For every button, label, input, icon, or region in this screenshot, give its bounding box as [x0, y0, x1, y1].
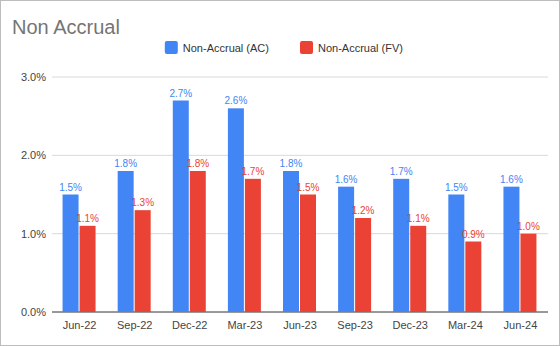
grid-line: [52, 155, 548, 156]
bar: [228, 108, 244, 312]
bar: [520, 234, 536, 312]
bar: [448, 195, 464, 313]
x-tick-label: Jun-23: [283, 319, 317, 331]
x-tick-label: Dec-22: [172, 319, 207, 331]
bar: [80, 226, 96, 312]
data-label: 2.6%: [224, 95, 247, 106]
data-label: 1.0%: [517, 221, 540, 232]
y-tick-label: 2.0%: [21, 149, 46, 161]
bar: [393, 179, 409, 312]
x-tick-label: Jun-22: [63, 319, 97, 331]
bars: [63, 101, 537, 313]
y-tick-label: 0.0%: [21, 306, 46, 318]
bar: [190, 171, 206, 312]
data-label: 1.2%: [352, 205, 375, 216]
data-label: 1.5%: [59, 182, 82, 193]
x-tick-label: Mar-24: [448, 319, 483, 331]
bar: [300, 195, 316, 313]
data-label: 1.8%: [280, 158, 303, 169]
x-tick-label: Dec-23: [392, 319, 427, 331]
x-tick-label: Mar-23: [227, 319, 262, 331]
data-label: 1.7%: [241, 166, 264, 177]
data-label: 1.1%: [407, 213, 430, 224]
data-label: 1.8%: [114, 158, 137, 169]
data-label: 0.9%: [462, 229, 485, 240]
data-label: 1.5%: [445, 182, 468, 193]
bar: [135, 210, 151, 312]
chart: Non Accrual0.0%1.0%2.0%3.0%1.5%1.1%1.8%1…: [0, 0, 560, 346]
legend: Non-Accrual (AC) Non-Accrual (FV): [165, 41, 403, 54]
title: Non Accrual: [12, 16, 120, 38]
x-tick-label: Sep-23: [337, 319, 372, 331]
legend-swatch: [300, 41, 313, 54]
frame: [1, 1, 560, 346]
bar: [355, 218, 371, 312]
bar: [173, 101, 189, 313]
grid-line: [52, 77, 548, 78]
bar: [410, 226, 426, 312]
bar: [245, 179, 261, 312]
data-label: 1.3%: [131, 197, 154, 208]
data-label: 1.8%: [186, 158, 209, 169]
data-label: 1.1%: [76, 213, 99, 224]
bar: [118, 171, 134, 312]
bar: [503, 187, 519, 312]
legend-label: Non-Accrual (AC): [183, 42, 269, 54]
data-label: 2.7%: [169, 88, 192, 99]
x-tick-label: Sep-22: [117, 319, 152, 331]
y-tick-label: 3.0%: [21, 71, 46, 83]
data-label: 1.6%: [500, 174, 523, 185]
y-tick-label: 1.0%: [21, 228, 46, 240]
bar: [465, 242, 481, 313]
data-label: 1.7%: [390, 166, 413, 177]
data-label: 1.6%: [335, 174, 358, 185]
data-labels: 1.5% 1.1% 1.8% 1.3% 2.7% 1.8% 2.6% 1.7% 1.8% 1.5%…: [59, 88, 540, 240]
legend-swatch: [165, 41, 178, 54]
x-tick-label: Jun-24: [504, 319, 538, 331]
legend-label: Non-Accrual (FV): [318, 42, 403, 54]
data-label: 1.5%: [297, 182, 320, 193]
